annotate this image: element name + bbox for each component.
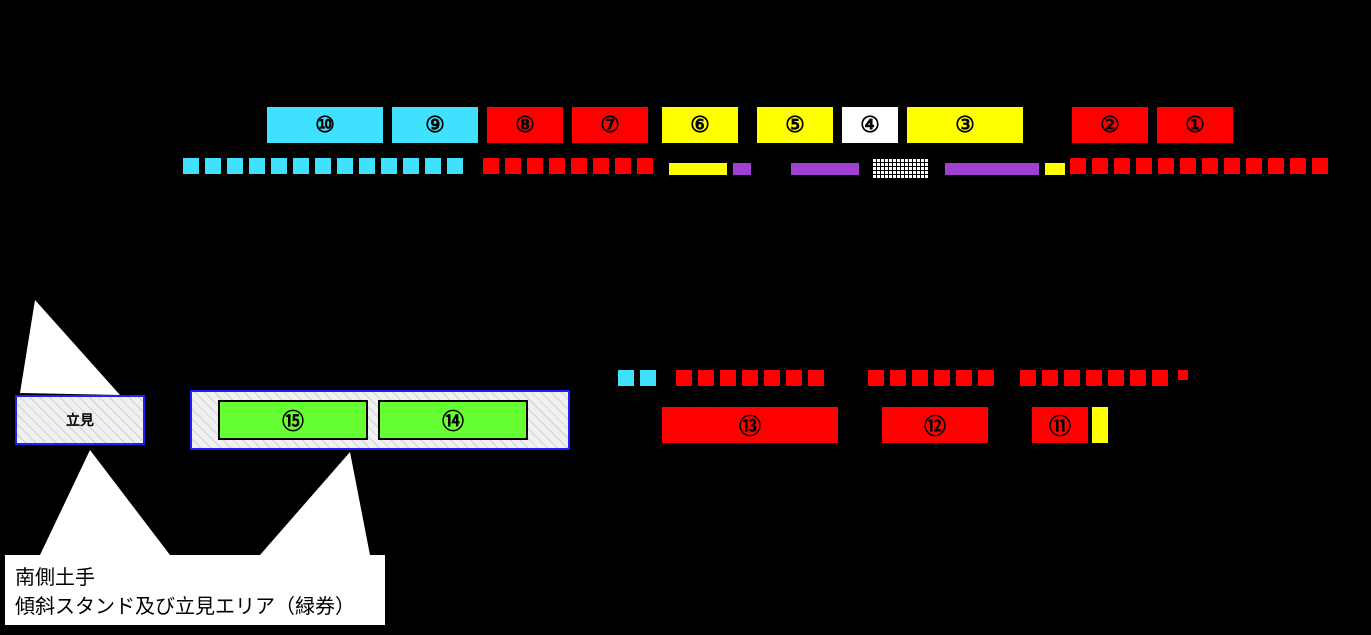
mid-dash-4 [1178, 370, 1188, 380]
top-dash-0 [315, 158, 331, 174]
top-block-6: ⑤ [755, 105, 835, 145]
top-dash-0 [205, 158, 221, 174]
top-dash-0 [227, 158, 243, 174]
top-dash-0 [403, 158, 419, 174]
mid-dash-0 [640, 370, 656, 386]
mid-dash-1 [676, 370, 692, 386]
mid-dash-3 [1130, 370, 1146, 386]
top-dash-2 [1246, 158, 1262, 174]
top-dash-2 [1290, 158, 1306, 174]
top-bar-1 [732, 162, 752, 176]
mid-dash-2 [912, 370, 928, 386]
top-dash-2 [1180, 158, 1196, 174]
mid-dash-3 [1042, 370, 1058, 386]
mid-block-3: ⑪ [1030, 405, 1090, 445]
top-dash-0 [359, 158, 375, 174]
mid-dash-1 [742, 370, 758, 386]
mid-dash-1 [764, 370, 780, 386]
top-bar-0 [668, 162, 728, 176]
top-dash-1 [483, 158, 499, 174]
south-tachimi-label: 立見 [38, 408, 122, 432]
top-dash-2 [1092, 158, 1108, 174]
top-block-7: ④ [840, 105, 900, 145]
callout-line-1: 傾斜スタンド及び立見エリア（緑券） [15, 590, 375, 619]
top-dash-1 [571, 158, 587, 174]
top-block-10: ① [1155, 105, 1235, 145]
top-block-3: ⑧ [485, 105, 565, 145]
top-dash-1 [615, 158, 631, 174]
south-stand-block-1: ⑮ [218, 400, 368, 440]
top-dash-1 [549, 158, 565, 174]
top-dash-2 [1202, 158, 1218, 174]
mid-dash-3 [1108, 370, 1124, 386]
mid-dash-3 [1152, 370, 1168, 386]
top-dash-1 [593, 158, 609, 174]
top-dash-2 [1114, 158, 1130, 174]
top-dash-0 [425, 158, 441, 174]
mid-block-4 [1090, 405, 1110, 445]
mid-dash-1 [808, 370, 824, 386]
top-dash-2 [1268, 158, 1284, 174]
top-bar-3 [944, 162, 1040, 176]
callout-arrow-2 [260, 452, 370, 555]
callout-line-0: 南側土手 [15, 561, 375, 590]
mid-dash-2 [978, 370, 994, 386]
top-block-5: ⑥ [660, 105, 740, 145]
top-dash-2 [1158, 158, 1174, 174]
top-dash-0 [337, 158, 353, 174]
top-dash-0 [381, 158, 397, 174]
mid-dash-1 [720, 370, 736, 386]
top-dash-0 [447, 158, 463, 174]
mid-dash-2 [868, 370, 884, 386]
mid-block-2: ⑫ [880, 405, 990, 445]
top-dash-2 [1224, 158, 1240, 174]
mid-dash-3 [1086, 370, 1102, 386]
callout-arrows [0, 0, 1371, 635]
top-block-8: ③ [905, 105, 1025, 145]
top-block-1: ⑩ [265, 105, 385, 145]
callout-arrow-0 [20, 300, 120, 395]
callout-box: 南側土手傾斜スタンド及び立見エリア（緑券） [5, 555, 385, 625]
mid-dash-3 [1064, 370, 1080, 386]
mid-dash-0 [618, 370, 634, 386]
top-block-4: ⑦ [570, 105, 650, 145]
top-dash-2 [1070, 158, 1086, 174]
callout-arrow-1 [40, 450, 170, 555]
top-dash-0 [271, 158, 287, 174]
top-dash-0 [183, 158, 199, 174]
mid-dash-2 [934, 370, 950, 386]
top-dash-0 [249, 158, 265, 174]
mid-dash-2 [890, 370, 906, 386]
mid-dash-1 [698, 370, 714, 386]
top-bar-4 [1044, 162, 1066, 176]
top-dash-0 [293, 158, 309, 174]
top-bar-2 [790, 162, 860, 176]
top-dash-1 [637, 158, 653, 174]
mid-block-1: ⑬ [660, 405, 840, 445]
top-dash-1 [527, 158, 543, 174]
top-dash-2 [1136, 158, 1152, 174]
mid-dash-2 [956, 370, 972, 386]
top-block-2: ⑨ [390, 105, 480, 145]
mid-dash-1 [786, 370, 802, 386]
mid-dash-3 [1020, 370, 1036, 386]
top-dash-1 [505, 158, 521, 174]
top-dash-2 [1312, 158, 1328, 174]
top-block-9: ② [1070, 105, 1150, 145]
top-dot-grid [872, 158, 928, 178]
south-stand-block-2: ⑭ [378, 400, 528, 440]
